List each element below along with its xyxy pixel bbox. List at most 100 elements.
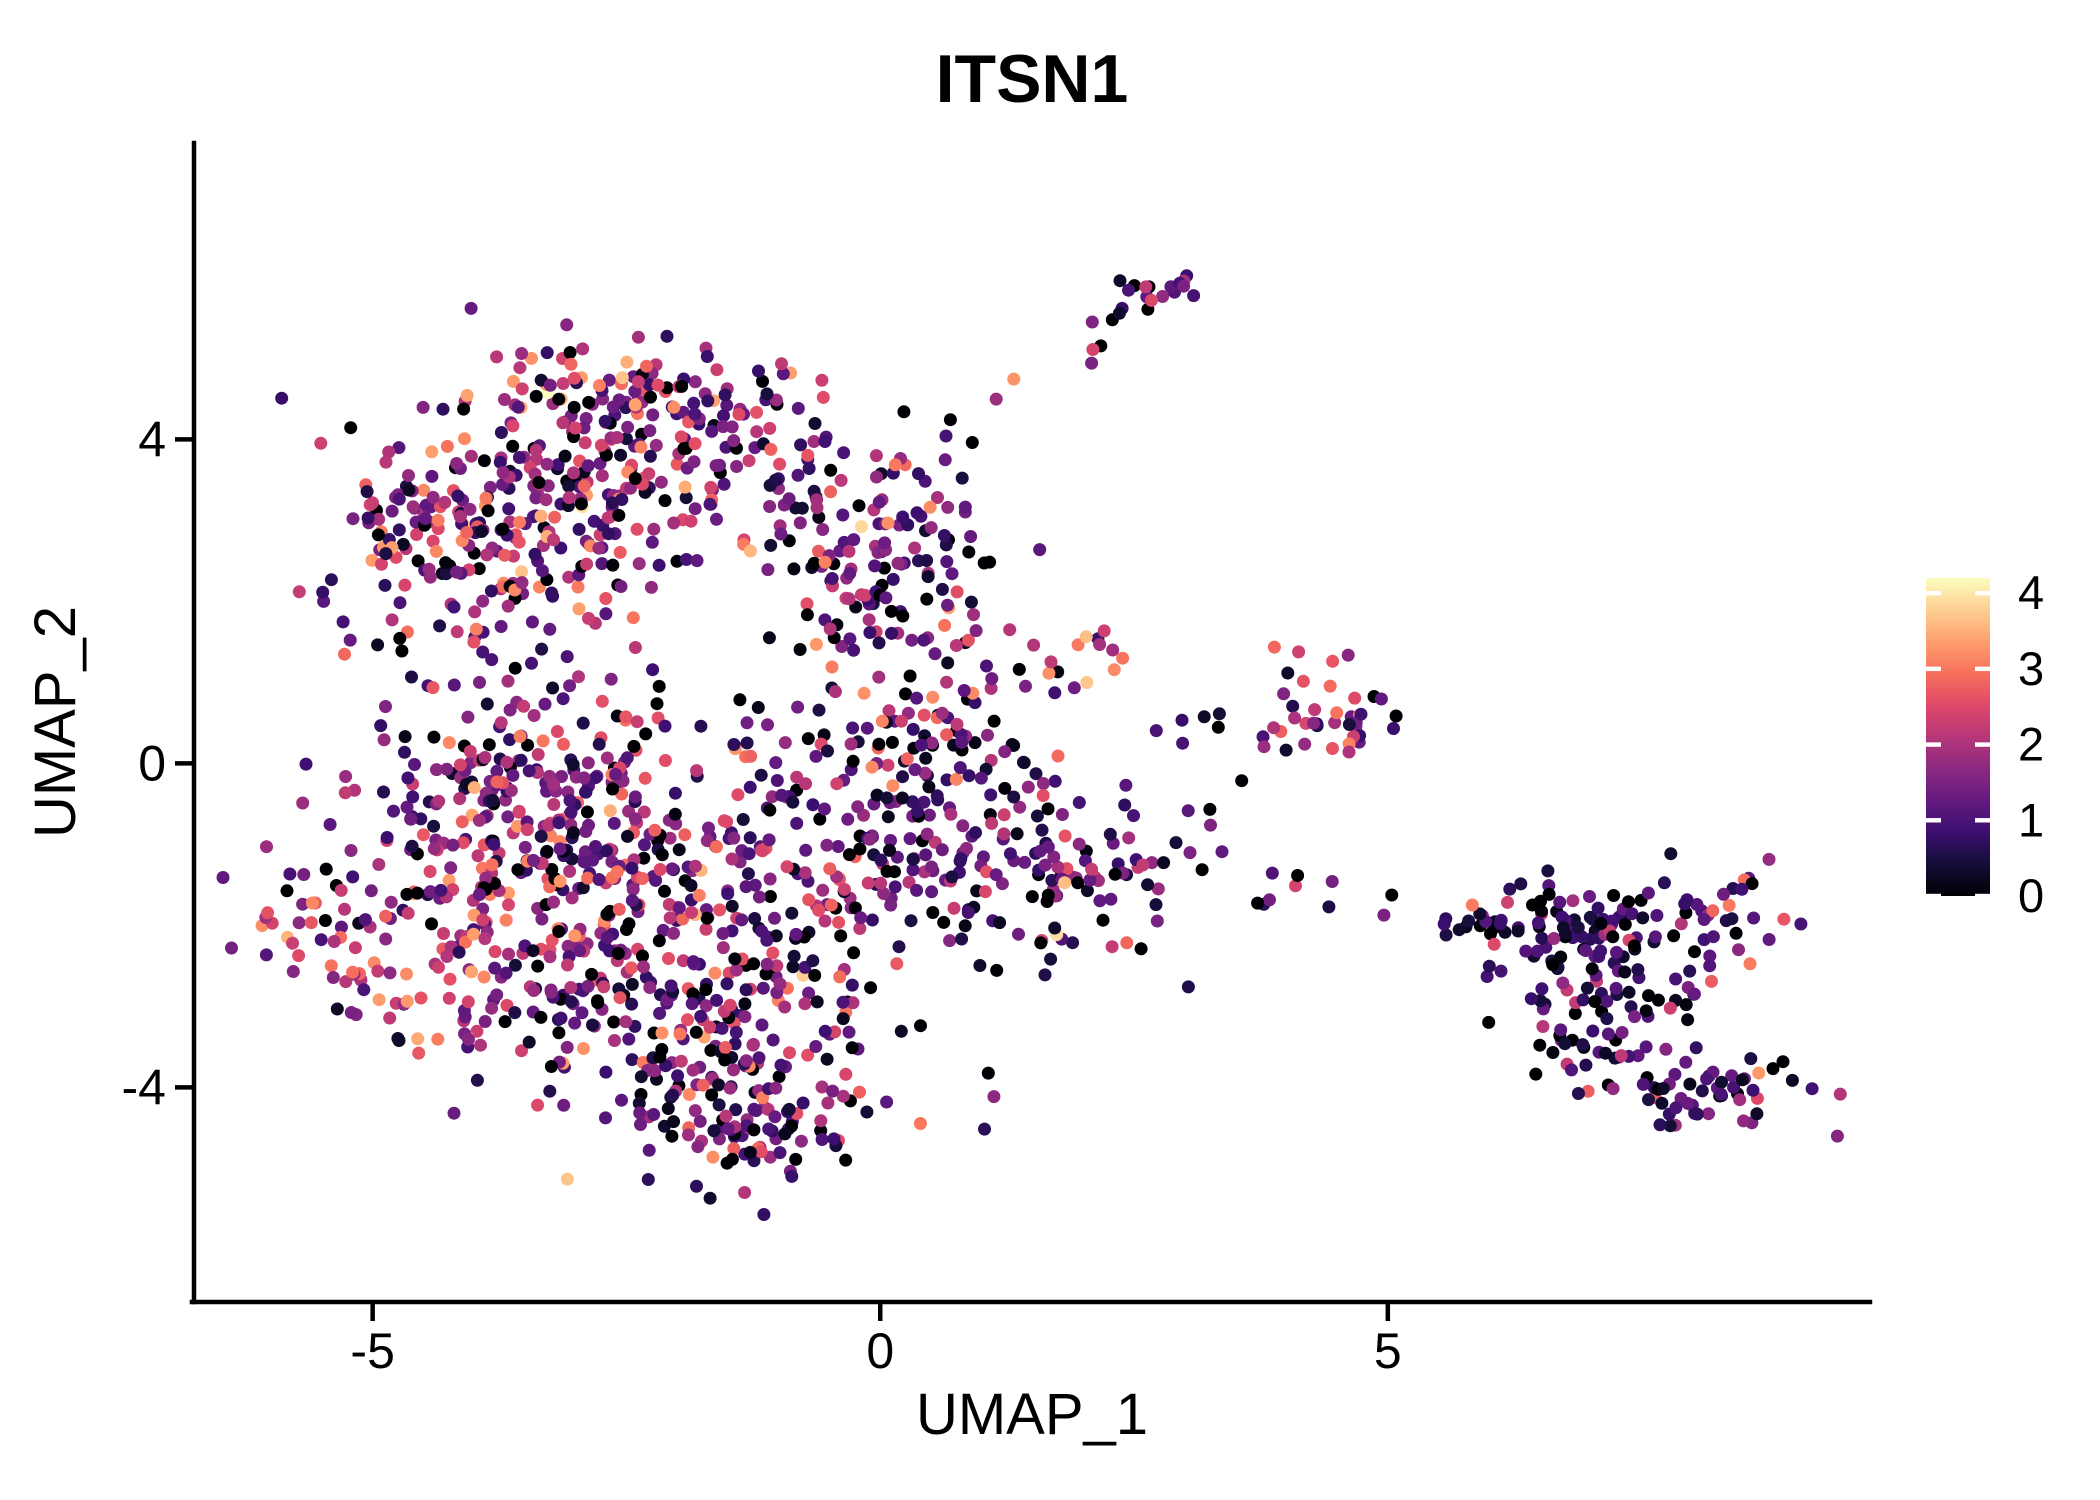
cell-point [637,960,650,974]
colorbar-tick-label: 1 [2018,793,2044,846]
cell-point [425,917,438,931]
cell-point [1097,624,1111,638]
cell-point [872,670,886,684]
cell-point [1641,886,1655,900]
cell-point [937,529,951,542]
cell-point [401,906,415,920]
cell-point [427,730,441,744]
cell-point [884,834,897,847]
cell-point [645,535,659,549]
cell-point [1746,1083,1760,1097]
cell-point [581,459,595,473]
cell-point [670,457,684,471]
cell-point [338,786,352,800]
cell-point [785,906,799,920]
cell-point [920,592,934,606]
cell-point [398,730,412,744]
cell-point [739,880,753,894]
cell-point [443,972,457,986]
cell-point [286,936,299,950]
cell-point [755,1018,769,1032]
cell-point [1664,847,1678,861]
cell-point [806,954,820,968]
cell-point [513,515,526,529]
cell-point [815,373,829,387]
cell-point [404,812,418,826]
cell-point [844,737,858,751]
cell-point [462,1032,475,1046]
cell-point [978,1122,991,1136]
cell-point [716,927,730,940]
cell-point [1777,912,1791,926]
cell-point [641,1173,655,1186]
cell-point [812,544,825,558]
cell-point [383,966,397,980]
cell-point [651,378,665,392]
cell-point [789,927,803,941]
cell-point [940,675,954,689]
cell-point [440,439,454,453]
cell-point [401,771,415,785]
cell-point [581,871,595,885]
cell-point [931,793,945,807]
cell-point [1690,898,1704,911]
cell-point [506,374,520,388]
cell-point [1609,981,1623,995]
cell-point [1012,927,1025,941]
cell-point [960,841,973,855]
cell-point [712,1098,726,1112]
cell-point [1745,877,1759,891]
cell-point [1599,1046,1612,1060]
cell-point [398,745,411,759]
cell-point [1752,1066,1766,1080]
cell-point [1594,917,1608,930]
cell-point [910,691,924,705]
cell-point [595,469,609,483]
cell-point [874,876,888,890]
cell-point [467,635,481,649]
cell-point [903,669,917,683]
cell-point [725,899,739,913]
cell-point [1514,877,1528,891]
cell-point [847,643,861,657]
cell-point [607,816,621,830]
cell-point [821,1096,835,1110]
cell-point [526,853,540,867]
y-axis-title: UMAP_2 [23,606,88,838]
cell-point [1706,904,1720,918]
cell-point [1571,1087,1585,1100]
cell-point [1624,1000,1638,1014]
cell-point [700,911,714,925]
cell-point [678,828,692,842]
cell-point [314,436,328,450]
cell-point [833,970,847,984]
cell-point [1480,970,1494,983]
cell-point [998,781,1012,795]
cell-point [543,622,557,636]
cell-point [845,1041,859,1055]
cell-point [864,981,878,995]
cell-point [550,725,564,738]
cell-point [286,965,300,978]
cell-point [547,798,561,811]
cell-point [1183,846,1197,860]
cell-point [1058,876,1072,890]
cell-point [481,504,495,518]
cell-point [800,608,814,622]
cell-point [671,1069,685,1083]
cell-point [766,946,780,960]
cell-point [649,438,663,452]
cell-point [827,1132,841,1146]
cell-point [1257,740,1271,754]
cell-point [292,916,306,930]
cell-point [1656,1082,1670,1095]
cell-point [475,525,489,538]
cell-point [216,871,230,884]
cell-point [1007,372,1021,386]
cell-point [555,770,568,783]
cell-point [1636,1077,1650,1091]
cell-point [562,479,576,493]
cell-point [912,467,925,481]
cell-point [1785,1073,1799,1087]
cell-point [750,425,764,439]
